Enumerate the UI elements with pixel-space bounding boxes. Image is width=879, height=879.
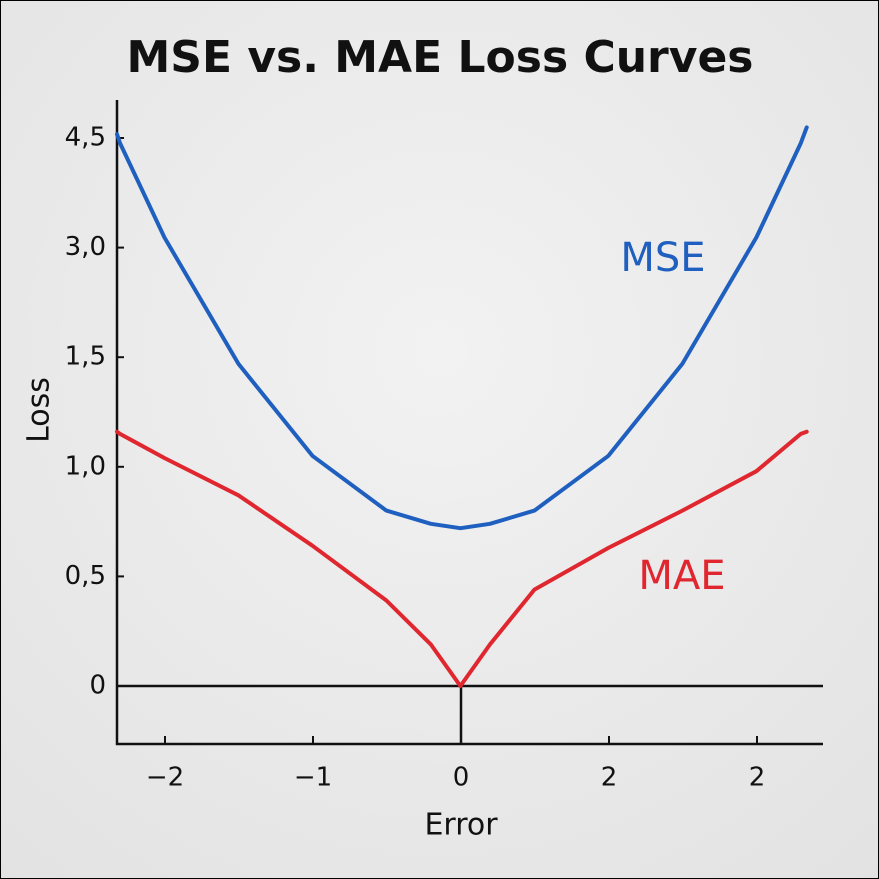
y-tick-label: 1,5 [65,342,106,372]
chart-title: MSE vs. MAE Loss Curves [127,32,754,83]
y-axis-label: Loss [22,377,57,443]
x-axis-label: Error [424,808,498,843]
series-label: MAE [638,553,725,599]
x-tick-label: −1 [294,763,332,793]
y-tick-label: 3,0 [65,232,106,262]
y-tick-label: 4,5 [65,123,106,153]
line-series [115,429,809,688]
y-tick-label: 0,5 [65,561,106,591]
x-tick-label: 2 [601,763,618,793]
y-tick-label: 1,0 [65,451,106,481]
y-tick-label: 0 [89,671,106,701]
x-tick-label: 2 [749,763,766,793]
line-series [115,125,809,531]
x-tick-label: −2 [146,763,184,793]
series-label: MSE [620,235,705,281]
x-tick-label: 0 [453,763,470,793]
